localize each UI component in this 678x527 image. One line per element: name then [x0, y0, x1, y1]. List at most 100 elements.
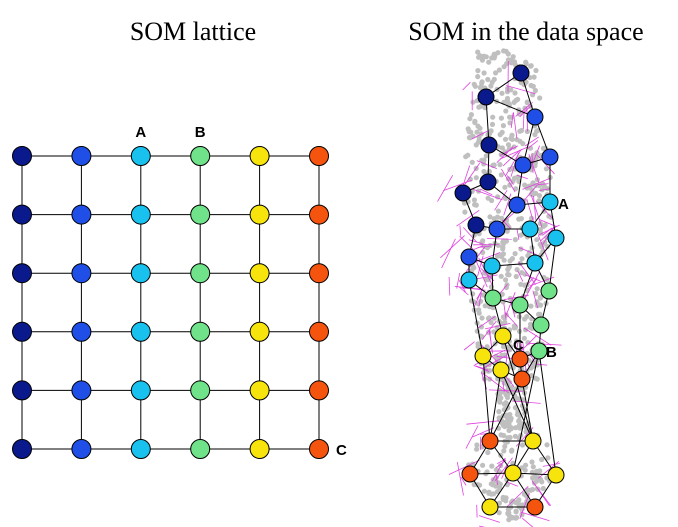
voronoi-edge — [528, 342, 562, 346]
voronoi-edge — [506, 175, 514, 185]
data-point — [501, 432, 507, 439]
data-point — [519, 442, 526, 448]
data-point — [534, 237, 540, 243]
som-lattice-grid: A B C — [12, 124, 347, 459]
lattice-node — [71, 204, 92, 225]
data-point — [524, 99, 530, 105]
data-point — [502, 184, 508, 190]
data-point — [488, 491, 494, 497]
data-point — [532, 87, 539, 94]
data-point — [528, 191, 534, 197]
data-space-node — [454, 184, 472, 202]
data-point — [508, 135, 514, 141]
data-point — [504, 228, 510, 234]
data-point — [539, 456, 545, 463]
lattice-node — [309, 380, 329, 401]
data-point — [532, 474, 538, 480]
data-point — [485, 449, 491, 456]
data-point — [503, 108, 509, 114]
data-point — [494, 489, 501, 495]
lattice-node — [71, 321, 92, 342]
data-space-label-a: A — [558, 196, 569, 213]
data-space-node — [526, 254, 544, 272]
data-point — [531, 74, 537, 80]
data-point — [516, 216, 522, 222]
data-point — [467, 116, 473, 122]
data-point — [501, 344, 507, 350]
voronoi-edge — [466, 420, 500, 425]
data-point — [481, 157, 487, 163]
data-point — [502, 195, 509, 202]
voronoi-edge — [491, 457, 506, 482]
voronoi-edge — [475, 261, 488, 288]
lattice-node — [71, 439, 92, 459]
voronoi-edge — [538, 224, 560, 236]
data-space-node — [461, 465, 479, 483]
data-point — [521, 282, 528, 288]
data-point — [521, 335, 528, 341]
data-point — [500, 246, 506, 252]
data-point — [534, 478, 540, 484]
data-space-node — [521, 220, 539, 238]
lattice-node — [309, 146, 329, 166]
data-point — [477, 482, 483, 488]
data-point — [534, 376, 540, 382]
data-point — [513, 273, 519, 280]
voronoi-edge — [448, 276, 451, 296]
lattice-node — [12, 204, 32, 225]
lattice-labels: A B C — [135, 124, 347, 459]
data-space-node — [508, 196, 526, 214]
data-point — [502, 136, 509, 142]
data-point — [503, 412, 509, 418]
voronoi-edge — [443, 179, 472, 191]
data-point — [529, 316, 535, 322]
voronoi-edge — [471, 245, 484, 251]
som-data-space: A B C — [437, 48, 569, 527]
data-point — [497, 162, 503, 168]
data-point — [498, 172, 504, 178]
data-point — [466, 129, 472, 135]
data-point — [524, 128, 530, 135]
data-point — [514, 137, 520, 143]
data-point-cloud — [461, 48, 559, 523]
voronoi-edge — [505, 148, 522, 177]
voronoi-edge — [519, 493, 530, 519]
data-point — [485, 195, 491, 201]
data-point — [505, 435, 511, 441]
voronoi-edge — [495, 474, 498, 485]
lattice-node — [249, 321, 270, 342]
data-point — [528, 303, 534, 309]
voronoi-edge — [537, 183, 549, 186]
data-point — [474, 446, 480, 452]
voronoi-edge — [472, 427, 494, 438]
data-point — [512, 251, 518, 257]
data-point — [476, 307, 482, 313]
voronoi-edge — [530, 194, 543, 228]
data-point — [500, 314, 506, 320]
data-point — [533, 290, 539, 297]
data-point — [523, 61, 529, 67]
voronoi-edge — [471, 188, 503, 201]
voronoi-edge — [463, 227, 477, 243]
data-point — [518, 127, 525, 134]
data-point — [490, 114, 496, 120]
lattice-node — [12, 439, 32, 459]
data-point — [541, 183, 547, 189]
data-space-node — [488, 220, 506, 238]
voronoi-edge — [458, 280, 466, 293]
voronoi-edge — [533, 195, 537, 220]
lattice-node — [130, 439, 151, 459]
data-point — [471, 197, 477, 203]
data-point — [474, 129, 480, 135]
data-point — [510, 460, 516, 466]
voronoi-edge — [480, 188, 493, 196]
data-space-node — [547, 229, 565, 247]
data-point — [483, 153, 489, 159]
data-space-edge — [521, 378, 534, 442]
data-point — [475, 49, 481, 55]
data-point — [529, 459, 535, 465]
data-point — [471, 81, 477, 87]
voronoi-edge — [516, 174, 528, 180]
data-space-node — [460, 271, 478, 289]
voronoi-edge — [527, 140, 539, 149]
